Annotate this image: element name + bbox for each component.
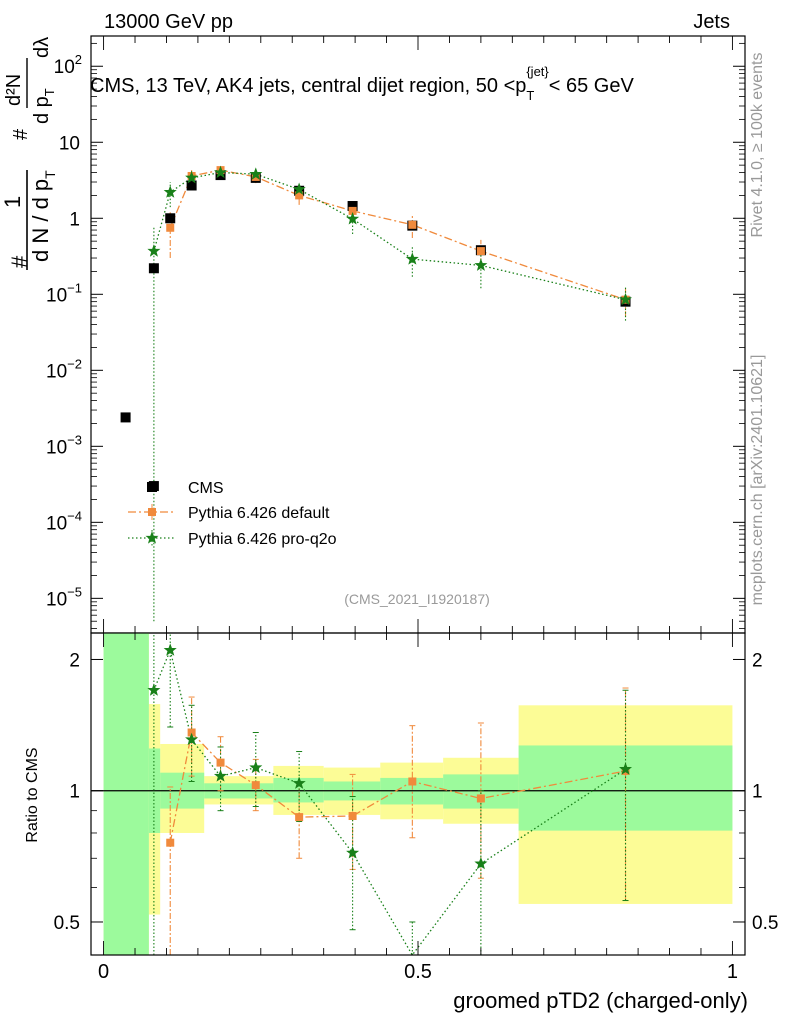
main-point-cms [347, 201, 358, 212]
main-line-proq2o [153, 171, 626, 301]
ratio-point-default [216, 758, 225, 767]
legend: CMS Pythia 6.426 default Pythia 6.426 pr… [128, 480, 337, 548]
main-point-default [476, 247, 485, 256]
ratio-xtick-label: 0.5 [404, 961, 432, 983]
main-title-sup: {jet} [526, 64, 549, 79]
main-point-proq2o [474, 258, 488, 271]
legend-entry-proq2o: Pythia 6.426 pro-q2o [128, 530, 337, 548]
ratio-point-proq2o [474, 856, 488, 870]
ratio-ytick-label: 2 [69, 650, 80, 671]
main-point-cms [148, 263, 159, 274]
header-left: 13000 GeV pp [104, 11, 233, 33]
ratio-ytick-label: 0.5 [54, 913, 80, 934]
ratio-point-proq2o [163, 643, 177, 656]
ratio-point-default [348, 812, 357, 821]
x-axis-label: groomed pTD2 (charged-only) [453, 988, 748, 1013]
ratio-ytick-label: 1 [69, 782, 80, 803]
svg-text:1: 1 [0, 196, 25, 208]
main-axes: 10−5 10−4 10−3 10−2 10−1 1 10 102 [46, 35, 746, 634]
main-ytick-label: 10−5 [46, 584, 82, 610]
main-point-proq2o [213, 165, 228, 179]
ratio-ytick-label-right: 1 [752, 782, 763, 803]
svg-text:d²N: d²N [3, 74, 25, 106]
ratio-series [147, 632, 633, 957]
svg-text:d pT: d pT [31, 88, 57, 124]
legend-label-proq2o: Pythia 6.426 pro-q2o [188, 531, 337, 548]
side-label-source: mcplots.cern.ch [arXiv:2401.10621] [749, 355, 766, 606]
ratio-point-default [166, 838, 175, 847]
ratio-xtick-label: 1 [727, 961, 738, 983]
ratio-point-proq2o [249, 760, 263, 774]
side-label-version: Rivet 4.1.0, ≥ 100k events [749, 53, 766, 238]
main-ytick-label: 10−2 [46, 356, 82, 382]
watermark: (CMS_2021_I1920187) [344, 591, 490, 607]
ratio-line-proq2o [153, 648, 626, 957]
main-series [120, 165, 633, 622]
main-point-proq2o [147, 244, 161, 257]
main-title-pre: CMS, 13 TeV, AK4 jets, central dijet reg… [90, 75, 526, 97]
ratio-xtick-label: 0 [98, 961, 109, 983]
ratio-point-default [187, 728, 196, 737]
ratio-ytick-label-right: 2 [752, 650, 763, 671]
ratio-point-default [295, 813, 304, 822]
ratio-bands [91, 633, 745, 955]
main-point-proq2o [249, 167, 263, 180]
ratio-ytick-label-right: 0.5 [752, 913, 778, 934]
main-point-proq2o [346, 212, 360, 225]
main-ylabel: # 1 d N / d pT # d²N d pT dλ [0, 37, 58, 270]
main-ytick-label: 102 [54, 52, 82, 78]
main-point-default [166, 223, 175, 232]
svg-text:#: # [10, 128, 32, 140]
header-right: Jets [693, 11, 730, 33]
main-ytick-label: 10−4 [46, 508, 82, 534]
main-point-cms [120, 412, 131, 423]
main-title-post: < 65 GeV [549, 75, 635, 97]
ratio-line-default [169, 731, 626, 843]
ratio-band-inner [103, 633, 149, 955]
main-point-cms [165, 213, 176, 224]
main-title: CMS, 13 TeV, AK4 jets, central dijet reg… [90, 64, 634, 103]
ratio-point-proq2o [147, 683, 161, 696]
main-point-cms [186, 180, 197, 191]
legend-entry-cms: CMS [147, 480, 224, 497]
svg-text:#: # [7, 255, 32, 268]
ratio-point-proq2o [185, 732, 199, 746]
svg-text:d N / d pT: d N / d pT [28, 170, 58, 262]
main-ytick-label: 1 [69, 209, 80, 230]
ratio-ylabel: Ratio to CMS [24, 747, 41, 842]
ratio-point-proq2o [346, 846, 360, 859]
main-point-default [408, 220, 417, 229]
ratio-point-default [408, 777, 417, 786]
main-point-proq2o [618, 292, 633, 306]
ratio-point-proq2o [292, 776, 306, 789]
svg-text:dλ: dλ [31, 37, 53, 58]
legend-marker-default [148, 508, 156, 516]
legend-label-cms: CMS [188, 480, 224, 497]
main-point-proq2o [185, 171, 199, 184]
legend-star-shape [145, 531, 159, 544]
legend-marker-cms [147, 482, 157, 492]
main-point-default [348, 206, 357, 215]
legend-label-default: Pythia 6.426 default [188, 505, 330, 522]
main-point-default [295, 191, 304, 200]
main-ytick-label: 10−1 [46, 280, 82, 306]
main-point-proq2o [292, 182, 306, 195]
legend-marker-proq2o [145, 531, 159, 544]
main-point-proq2o [405, 252, 419, 265]
ratio-point-proq2o [618, 762, 633, 775]
main-title-sub: T [526, 88, 534, 103]
main-point-proq2o [163, 185, 177, 198]
ratio-axes: 0.5 0.5 1 1 2 2 0 0.5 1 [54, 632, 778, 983]
main-ytick-label: 10−3 [46, 432, 82, 458]
legend-entry-default: Pythia 6.426 default [128, 504, 330, 522]
main-line-default [169, 169, 626, 301]
ratio-point-default [476, 794, 485, 803]
ratio-point-proq2o [213, 769, 228, 782]
main-ytick-label: 10 [59, 133, 80, 154]
ratio-point-default [251, 781, 260, 790]
